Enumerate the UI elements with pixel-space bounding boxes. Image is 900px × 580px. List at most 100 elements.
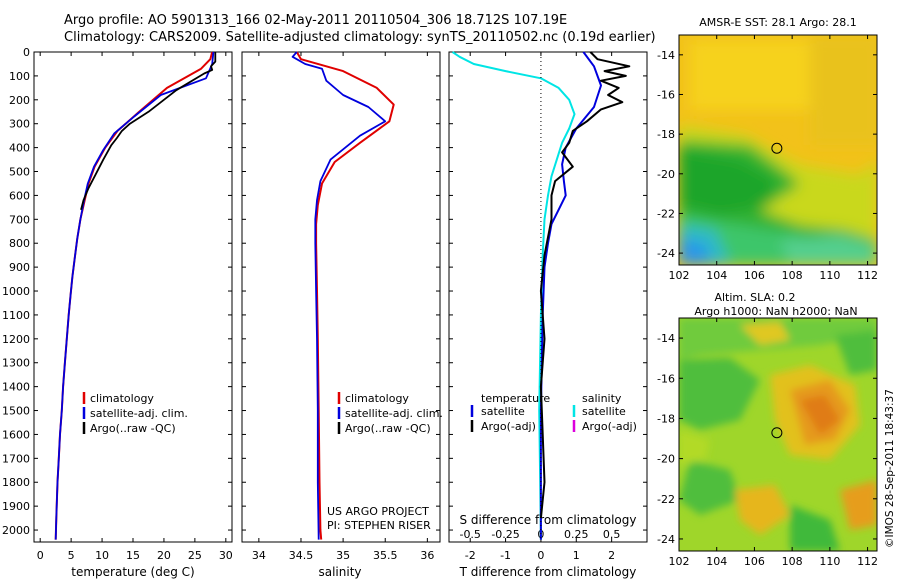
depth-tick-label: 1000 xyxy=(2,285,30,298)
salinity-axis-label: salinity xyxy=(318,565,361,579)
depth-tick-label: 1400 xyxy=(2,381,30,394)
salinity-tick-label: 36 xyxy=(420,549,434,562)
series-line-clim xyxy=(54,51,214,540)
map-latitude-label: -24 xyxy=(657,247,675,260)
temperature-panel-frame xyxy=(33,51,233,543)
sst-map-frame xyxy=(678,34,878,266)
sst-map-title: AMSR-E SST: 28.1 Argo: 28.1 xyxy=(699,16,857,29)
t-difference-tick-label: 0 xyxy=(537,549,544,562)
project-annotation: US ARGO PROJECT xyxy=(327,505,429,518)
t-difference-tick-label: 1 xyxy=(573,549,580,562)
sla-map-title-line1: Altim. SLA: 0.2 xyxy=(714,291,795,304)
depth-tick-label: 2000 xyxy=(2,524,30,537)
temperature-tick-label: 0 xyxy=(37,549,44,562)
depth-tick-label: 100 xyxy=(9,70,30,83)
map-latitude-label: -22 xyxy=(657,207,675,220)
series-line-sat xyxy=(291,51,387,540)
s-difference-axis-label: S difference from climatology xyxy=(460,513,637,527)
legend-label-climatology: climatology xyxy=(90,392,154,405)
map-latitude-label: -14 xyxy=(657,332,675,345)
depth-tick-label: 700 xyxy=(9,213,30,226)
map-latitude-label: -18 xyxy=(657,128,675,141)
map-longitude-label: 108 xyxy=(782,555,803,568)
depth-tick-label: 200 xyxy=(9,94,30,107)
map-latitude-label: -24 xyxy=(657,533,675,546)
difference-series xyxy=(451,51,631,540)
map-latitude-label: -14 xyxy=(657,49,675,62)
legend-label-satellite: satellite-adj. clim. xyxy=(90,407,188,420)
depth-tick-label: 1100 xyxy=(2,309,30,322)
t-difference-tick-label: -2 xyxy=(465,549,476,562)
depth-tick-label: 900 xyxy=(9,261,30,274)
map-longitude-label: 106 xyxy=(744,555,765,568)
depth-tick-label: 500 xyxy=(9,166,30,179)
depth-tick-label: 1500 xyxy=(2,405,30,418)
legend-label-t-satellite: satellite xyxy=(481,405,525,418)
series-line-s_sat xyxy=(451,51,576,540)
salinity-tick-label: 35.5 xyxy=(373,549,398,562)
difference-panel-frame xyxy=(448,51,648,543)
depth-tick-label: 1200 xyxy=(2,333,30,346)
map-longitude-label: 106 xyxy=(744,269,765,282)
argo-position-marker xyxy=(771,427,783,439)
series-line-t_sat xyxy=(539,51,602,540)
legend-title-temperature: temperature xyxy=(481,392,550,405)
t-difference-axis-label: T difference from climatology xyxy=(459,565,637,579)
depth-tick-label: 1800 xyxy=(2,476,30,489)
sla-map-title-line2: Argo h1000: NaN h2000: NaN xyxy=(694,305,857,318)
map-longitude-label: 104 xyxy=(706,269,727,282)
temperature-axis: 0 5 10 15 20 25 30 xyxy=(37,52,233,562)
legend-label-argo: Argo(..raw -QC) xyxy=(90,422,176,435)
series-line-sat xyxy=(54,51,215,540)
map-latitude-label: -20 xyxy=(657,453,675,466)
s-difference-tick-label: 0.25 xyxy=(564,528,589,541)
temperature-axis-label: temperature (deg C) xyxy=(71,565,194,579)
map-longitude-label: 102 xyxy=(669,555,690,568)
sst-map-axes: 102 104 106 108 110 112 -14 -16 -18 -20 -22 -24 xyxy=(657,35,878,282)
s-difference-tick-label: -0.25 xyxy=(491,528,519,541)
map-latitude-label: -18 xyxy=(657,412,675,425)
argo-position-marker xyxy=(771,142,783,154)
temperature-tick-label: 20 xyxy=(157,549,171,562)
depth-tick-label: 300 xyxy=(9,118,30,131)
depth-tick-label: 1900 xyxy=(2,500,30,513)
depth-tick-label: 1300 xyxy=(2,357,30,370)
salinity-tick-label: 34 xyxy=(252,549,266,562)
credit-stamp: ©IMOS 28-Sep-2011 18:43:37 xyxy=(884,389,896,548)
series-line-argo xyxy=(80,52,217,211)
map-longitude-label: 112 xyxy=(857,555,878,568)
t-difference-tick-label: 2 xyxy=(608,549,615,562)
map-longitude-label: 110 xyxy=(819,555,840,568)
map-longitude-label: 112 xyxy=(857,269,878,282)
sla-heatmap xyxy=(679,318,877,551)
depth-tick-label: 1600 xyxy=(2,428,30,441)
depth-tick-label: 400 xyxy=(9,142,30,155)
map-latitude-label: -16 xyxy=(657,372,675,385)
temperature-legend: climatology satellite-adj. clim. Argo(..… xyxy=(82,392,188,435)
temperature-series xyxy=(54,51,217,540)
s-difference-tick-label: -0.5 xyxy=(459,528,480,541)
legend-title-salinity: salinity xyxy=(582,392,622,405)
salinity-tick-label: 35 xyxy=(336,549,350,562)
temperature-tick-label: 15 xyxy=(126,549,140,562)
figure-title-line1: Argo profile: AO 5901313_166 02-May-2011… xyxy=(64,13,567,28)
series-line-t_argo xyxy=(539,51,631,519)
figure-title-line2: Climatology: CARS2009. Satellite-adjuste… xyxy=(64,30,656,45)
depth-tick-label: 600 xyxy=(9,189,30,202)
map-latitude-label: -16 xyxy=(657,88,675,101)
map-latitude-label: -20 xyxy=(657,168,675,181)
temperature-tick-label: 25 xyxy=(188,549,202,562)
legend-label-satellite: satellite-adj. clim. xyxy=(345,407,443,420)
map-longitude-label: 108 xyxy=(782,269,803,282)
salinity-tick-label: 34.5 xyxy=(289,549,314,562)
legend-label-s-satellite: satellite xyxy=(582,405,626,418)
depth-tick-label: 800 xyxy=(9,237,30,250)
temperature-tick-label: 30 xyxy=(219,549,233,562)
legend-label-climatology: climatology xyxy=(345,392,409,405)
map-latitude-label: -22 xyxy=(657,493,675,506)
temperature-tick-label: 10 xyxy=(95,549,109,562)
map-longitude-label: 104 xyxy=(706,555,727,568)
t-difference-tick-label: -1 xyxy=(500,549,511,562)
difference-legend: temperature satellite Argo(-adj) salinit… xyxy=(470,392,637,433)
